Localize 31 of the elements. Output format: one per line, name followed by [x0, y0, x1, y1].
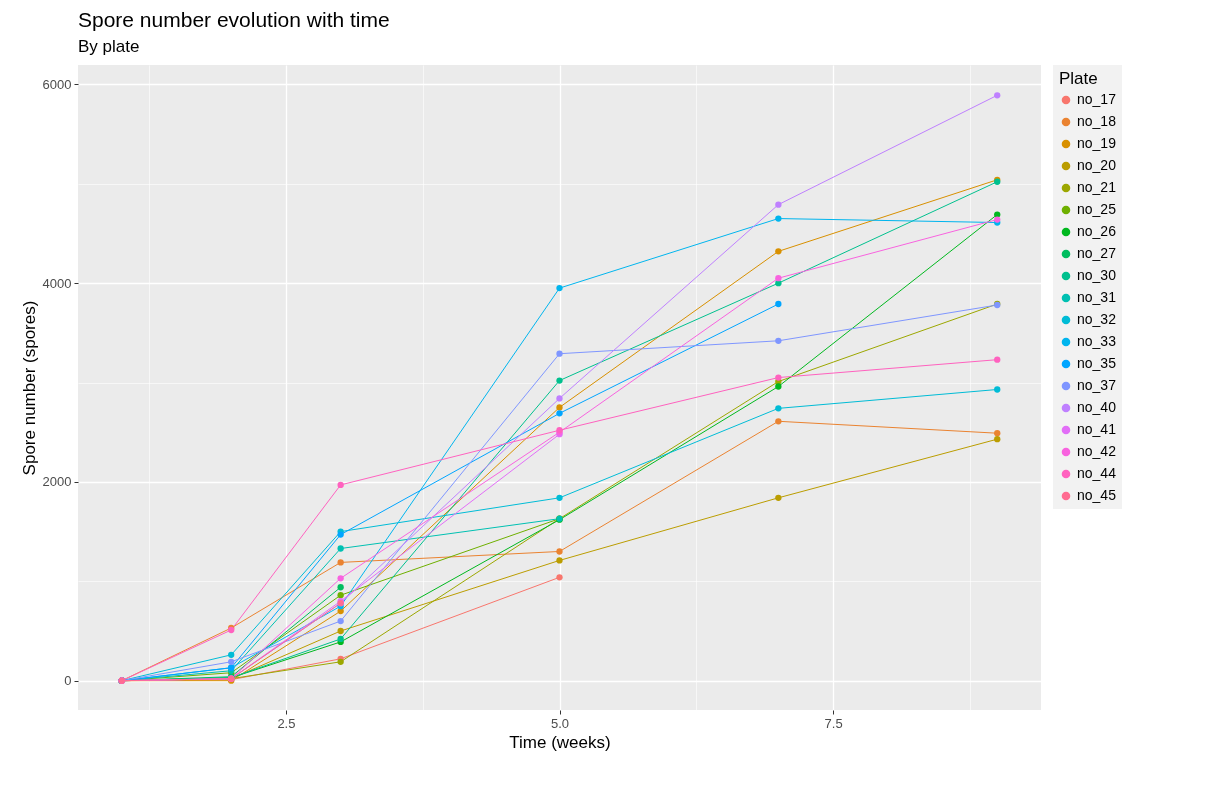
legend-label: no_40	[1077, 399, 1117, 415]
legend-label: no_35	[1077, 355, 1117, 371]
legend-label: no_19	[1077, 135, 1117, 151]
y-tick-label: 2000	[42, 474, 72, 490]
legend-label: no_20	[1077, 157, 1117, 173]
x-tick-label: 2.5	[277, 715, 296, 731]
x-axis-title: Time (weeks)	[509, 732, 611, 752]
legend-title: Plate	[1059, 69, 1098, 88]
legend-label: no_25	[1077, 201, 1117, 217]
y-tick-label: 0	[64, 673, 72, 689]
chart-subtitle: By plate	[78, 37, 140, 56]
y-tick-label: 4000	[42, 275, 72, 291]
legend-label: no_26	[1077, 223, 1117, 239]
legend-label: no_37	[1077, 377, 1117, 393]
legend-label: no_30	[1077, 267, 1117, 283]
chart-title: Spore number evolution with time	[78, 8, 390, 31]
legend-label: no_42	[1077, 443, 1117, 459]
legend-label: no_45	[1077, 487, 1117, 503]
x-tick-label: 5.0	[550, 715, 570, 731]
legend-label: no_21	[1077, 179, 1117, 195]
legend-label: no_27	[1077, 245, 1117, 261]
legend-label: no_33	[1077, 333, 1117, 349]
legend-label: no_17	[1077, 91, 1117, 107]
x-tick-label: 7.5	[824, 715, 843, 731]
legend-label: no_41	[1077, 421, 1117, 437]
legend-label: no_31	[1077, 289, 1117, 305]
legend-label: no_32	[1077, 311, 1117, 327]
y-tick-label: 6000	[42, 76, 72, 92]
y-axis-title: Spore number (spores)	[19, 300, 39, 476]
legend-label: no_18	[1077, 113, 1117, 129]
legend-label: no_44	[1077, 465, 1117, 481]
